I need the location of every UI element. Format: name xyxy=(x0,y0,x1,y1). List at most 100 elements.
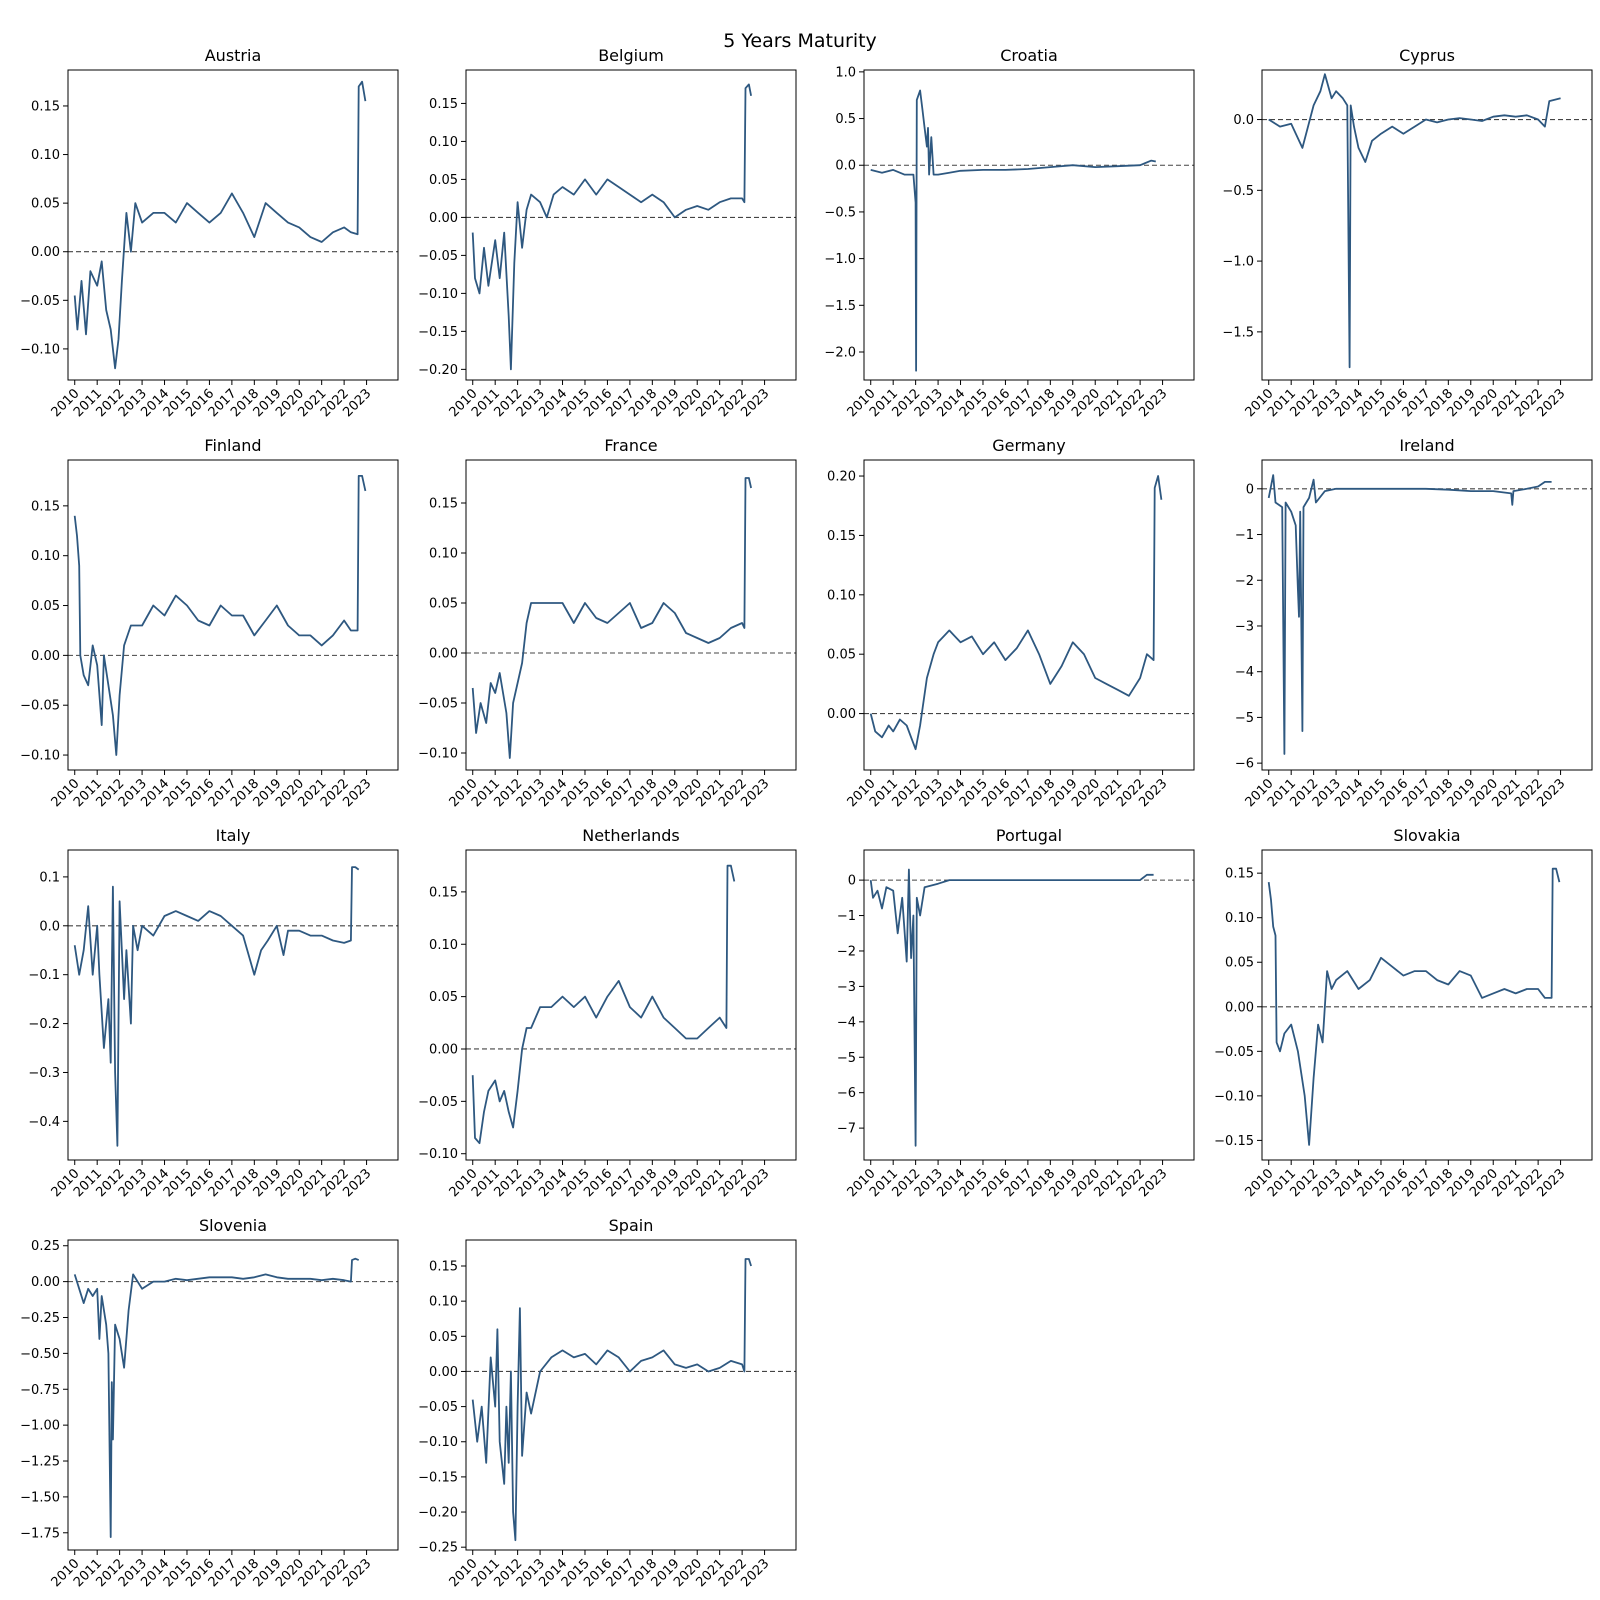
y-tick-label: 0.10 xyxy=(31,549,60,564)
y-tick-label: 0.15 xyxy=(429,1260,458,1275)
y-tick-label: −0.05 xyxy=(1214,1045,1254,1060)
y-tick-label: −0.10 xyxy=(418,747,458,762)
y-tick-label: −0.10 xyxy=(1214,1089,1254,1104)
y-tick-label: −0.15 xyxy=(418,1470,458,1485)
y-tick-label: 0.05 xyxy=(429,990,458,1005)
y-tick-label: 0.15 xyxy=(429,97,458,112)
y-tick-label: 0.1 xyxy=(39,870,60,885)
y-tick-label: 0.15 xyxy=(429,885,458,900)
y-tick-label: −2.0 xyxy=(824,345,856,360)
panel-title: Finland xyxy=(204,436,261,455)
y-tick-label: 0.10 xyxy=(429,938,458,953)
series-line xyxy=(869,475,1163,751)
panel-title: Spain xyxy=(609,1216,654,1235)
y-tick-label: 0.10 xyxy=(827,588,856,603)
y-tick-label: −0.3 xyxy=(28,1066,60,1081)
series-line xyxy=(471,1258,752,1542)
series-line xyxy=(471,477,752,759)
y-tick-label: 0.10 xyxy=(429,1295,458,1310)
y-tick-label: 0.20 xyxy=(827,470,856,485)
panel-title: Netherlands xyxy=(582,826,680,845)
y-tick-label: 0.15 xyxy=(429,497,458,512)
plot-frame xyxy=(67,849,399,1161)
panel-ireland: Ireland−6−5−4−3−2−1020102011201220132014… xyxy=(1235,436,1593,810)
y-tick-label: 0.0 xyxy=(1233,113,1254,128)
y-tick-label: 0.15 xyxy=(1225,867,1254,882)
plot-frame xyxy=(67,69,399,381)
y-tick-label: −1.25 xyxy=(20,1455,60,1470)
y-tick-label: 0.10 xyxy=(429,135,458,150)
panel-belgium: Belgium −0.20 −0.15 −0.10 −0.05 0.00 0.05 0.10 0… xyxy=(418,46,797,420)
panel-title: Croatia xyxy=(1000,46,1058,65)
y-tick-label: −1.5 xyxy=(1222,325,1254,340)
y-tick-label: −0.2 xyxy=(28,1017,60,1032)
y-tick-label: 0.05 xyxy=(1225,956,1254,971)
series-line xyxy=(869,868,1154,1147)
y-tick-label: 0.00 xyxy=(429,647,458,662)
y-tick-label: 0.10 xyxy=(429,547,458,562)
y-tick-label: −0.4 xyxy=(28,1115,60,1130)
y-tick-label: 0.05 xyxy=(429,597,458,612)
y-tick-label: −0.5 xyxy=(1222,184,1254,199)
plot-frame xyxy=(863,69,1195,381)
y-tick-label: −7 xyxy=(837,1122,856,1137)
series-line xyxy=(73,866,360,1147)
figure-title: 5 Years Maturity xyxy=(723,30,877,52)
plot-frame xyxy=(1261,849,1593,1161)
y-tick-label: 0.05 xyxy=(31,599,60,614)
y-tick-label: 0.5 xyxy=(835,112,856,127)
y-tick-label: 0.00 xyxy=(1225,1000,1254,1015)
plot-frame xyxy=(465,69,797,381)
series-line xyxy=(1268,73,1561,369)
plot-frame xyxy=(1261,69,1593,381)
y-tick-label: 0.00 xyxy=(827,707,856,722)
y-tick-label: −0.75 xyxy=(20,1383,60,1398)
panel-title: Slovakia xyxy=(1393,826,1460,845)
y-tick-label: −1 xyxy=(1235,528,1254,543)
panel-slovenia: Slovenia −1.75 −1.50 −1.25 −1.00 −0.75 −0.50 −0… xyxy=(20,1216,399,1590)
panel-title: Germany xyxy=(992,436,1066,455)
plot-frame xyxy=(863,849,1195,1161)
y-tick-label: −4 xyxy=(837,1015,856,1030)
y-tick-label: −6 xyxy=(837,1086,856,1101)
y-tick-label: −1 xyxy=(837,909,856,924)
y-tick-label: 0.05 xyxy=(31,197,60,212)
y-tick-label: 0.05 xyxy=(429,173,458,188)
y-tick-label: −0.05 xyxy=(20,294,60,309)
y-tick-label: 0.00 xyxy=(429,1042,458,1057)
y-tick-label: −0.15 xyxy=(418,325,458,340)
y-tick-label: 0.0 xyxy=(39,919,60,934)
panel-italy: Italy−0.4−0.3−0.2−0.10.00.12010201120122… xyxy=(28,826,399,1200)
y-tick-label: −0.15 xyxy=(1214,1134,1254,1149)
y-tick-label: 0 xyxy=(848,874,856,889)
y-tick-label: −4 xyxy=(1235,665,1254,680)
series-line xyxy=(73,80,367,370)
panel-title: Italy xyxy=(216,826,251,845)
y-tick-label: −0.20 xyxy=(418,363,458,378)
y-tick-label: 0.15 xyxy=(31,99,60,114)
series-line xyxy=(1267,474,1552,755)
y-tick-label: 0.00 xyxy=(31,1275,60,1290)
y-tick-label: −0.10 xyxy=(418,287,458,302)
y-tick-label: 0.05 xyxy=(827,648,856,663)
y-tick-label: −0.05 xyxy=(418,249,458,264)
y-tick-label: −2 xyxy=(1235,574,1254,589)
series-line xyxy=(73,475,367,756)
y-tick-label: 0.00 xyxy=(429,1365,458,1380)
plot-frame xyxy=(863,459,1195,771)
plot-frame xyxy=(465,849,797,1161)
series-line xyxy=(1267,867,1561,1146)
series-line xyxy=(471,83,752,371)
panel-title: Slovenia xyxy=(199,1216,267,1235)
y-tick-label: 0.10 xyxy=(1225,911,1254,926)
y-tick-label: 0.00 xyxy=(429,211,458,226)
y-tick-label: −0.10 xyxy=(418,1147,458,1162)
y-tick-label: −0.25 xyxy=(20,1311,60,1326)
panel-title: Austria xyxy=(205,46,262,65)
y-tick-label: −0.1 xyxy=(28,968,60,983)
plot-frame xyxy=(1261,459,1593,771)
plot-frame xyxy=(67,1239,399,1551)
y-tick-label: 0.10 xyxy=(31,148,60,163)
y-tick-label: −0.5 xyxy=(824,205,856,220)
